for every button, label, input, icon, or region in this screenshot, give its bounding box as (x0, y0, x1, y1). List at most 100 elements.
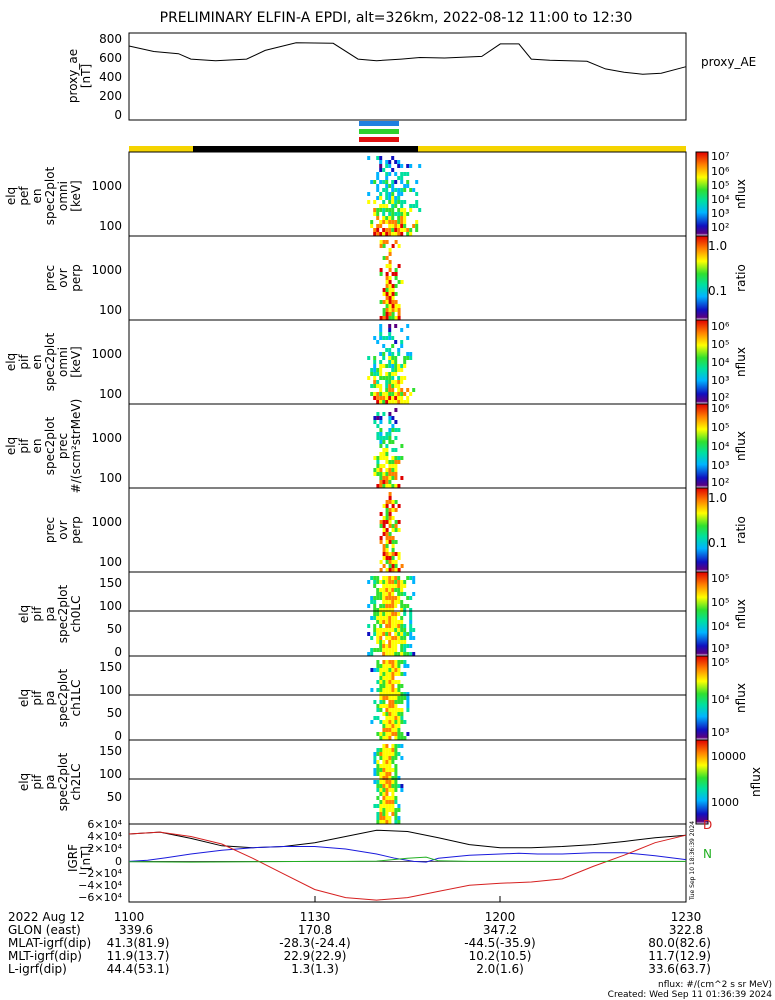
spectrogram-cell (382, 316, 386, 320)
spectrogram-cell (382, 240, 386, 244)
spectrogram-cell (385, 584, 389, 588)
spectrogram-cell (394, 696, 398, 700)
igrf-series-0 (128, 829, 687, 849)
spectrogram-cell (391, 208, 395, 212)
spectrogram-cell (388, 372, 392, 376)
spectrogram-cell (388, 576, 392, 580)
spectrogram-cell (385, 204, 389, 208)
spectrogram-cell (406, 732, 410, 736)
p3-cb-unit: nflux (734, 347, 748, 377)
spectrogram-cell (385, 612, 389, 616)
spectrogram-cell (379, 432, 383, 436)
footer-c3-r3: 11.7(12.9) (648, 949, 711, 963)
spectrogram-cell (403, 644, 407, 648)
spectrogram-cell (373, 212, 377, 216)
igrf-tick-2e4: 2×10⁴ (87, 842, 122, 855)
spectrogram-cell (376, 804, 380, 808)
spectrogram-cell (379, 604, 383, 608)
spectrogram-cell (391, 628, 395, 632)
spectrogram-cell (388, 484, 392, 488)
spectrogram-cell (388, 796, 392, 800)
footer-c2-r2: -44.5(-35.9) (464, 936, 535, 950)
spectrogram-cell (400, 600, 404, 604)
spectrogram-cell (397, 724, 401, 728)
spectrogram-cell (382, 216, 386, 220)
spectrogram-cell (376, 228, 380, 232)
spectrogram-cell (385, 512, 389, 516)
p7-label-4: spec2plot (56, 668, 70, 727)
spectrogram-cell (388, 752, 392, 756)
p3-spectrogram (367, 324, 416, 404)
spectrogram-cell (385, 724, 389, 728)
spectrogram-cell (394, 396, 398, 400)
spectrogram-cell (409, 596, 413, 600)
spectrogram-cell (397, 720, 401, 724)
spectrogram-cell (376, 640, 380, 644)
spectrogram-cell (379, 720, 383, 724)
spectrogram-cell (385, 680, 389, 684)
spectrogram-cell (394, 636, 398, 640)
spectrogram-cell (409, 652, 413, 656)
spectrogram-cell (382, 668, 386, 672)
panel-prec-ovr-perp-1: prec ovr perp 1000 100 1.0 0.1 ratio (43, 235, 748, 321)
spectrogram-cell (385, 216, 389, 220)
spectrogram-cell (391, 212, 395, 216)
spectrogram-cell (376, 208, 380, 212)
spectrogram-cell (397, 784, 401, 788)
spectrogram-cell (379, 820, 383, 824)
spectrogram-cell (394, 472, 398, 476)
spectrogram-cell (400, 632, 404, 636)
spectrogram-cell (376, 612, 380, 616)
spectrogram-cell (397, 576, 401, 580)
spectrogram-cell (391, 568, 395, 572)
p8-cb-tick-1: 1000 (711, 796, 739, 809)
spectrogram-cell (409, 624, 413, 628)
spectrogram-cell (376, 764, 380, 768)
p5-label-3: perp (69, 516, 83, 544)
spectrogram-cell (397, 228, 401, 232)
spectrogram-cell (391, 400, 395, 404)
panel-pa-ch1lc: elq pif pa spec2plot ch1LC 150 100 50 0 … (17, 655, 748, 743)
proxy-ae-right-label: proxy_AE (701, 55, 756, 69)
spectrogram-cell (388, 604, 392, 608)
spectrogram-cell (409, 352, 413, 356)
spectrogram-cell (376, 592, 380, 596)
spectrogram-cell (391, 768, 395, 772)
spectrogram-cell (388, 688, 392, 692)
spectrogram-cell (370, 220, 374, 224)
spectrogram-cell (376, 632, 380, 636)
spectrogram-cell (406, 576, 410, 580)
spectrogram-cell (409, 208, 413, 212)
proxy-ae-label-line1: proxy_ae (66, 49, 80, 103)
spectrogram-cell (385, 220, 389, 224)
p2-label-1: prec (43, 265, 57, 291)
spectrogram-cell (394, 228, 398, 232)
spectrogram-cell (382, 448, 386, 452)
spectrogram-cell (391, 788, 395, 792)
p2-cb-tick-1: 0.1 (708, 284, 727, 298)
p4-label-6: #/(scm²strMeV) (69, 399, 83, 494)
spectrogram-cell (388, 396, 392, 400)
spectrogram-cell (388, 588, 392, 592)
spectrogram-cell (382, 732, 386, 736)
spectrogram-cell (391, 192, 395, 196)
spectrogram-cell (388, 600, 392, 604)
p4-label-4: spec2plot (43, 416, 57, 475)
spectrogram-cell (397, 624, 401, 628)
spectrogram-cell (385, 784, 389, 788)
spectrogram-cell (400, 592, 404, 596)
p3-cb-tick-1: 10⁵ (711, 338, 729, 351)
spectrogram-cell (373, 700, 377, 704)
spectrogram-cell (379, 620, 383, 624)
spectrogram-cell (388, 336, 392, 340)
spectrogram-cell (394, 188, 398, 192)
spectrogram-cell (400, 628, 404, 632)
spectrogram-cell (394, 816, 398, 820)
p4-cb-tick-0: 10⁶ (711, 402, 730, 415)
spectrogram-cell (379, 668, 383, 672)
spectrogram-cell (385, 644, 389, 648)
spectrogram-cell (379, 452, 383, 456)
spectrogram-cell (391, 352, 395, 356)
spectrogram-cell (400, 376, 404, 380)
spectrogram-cell (391, 588, 395, 592)
